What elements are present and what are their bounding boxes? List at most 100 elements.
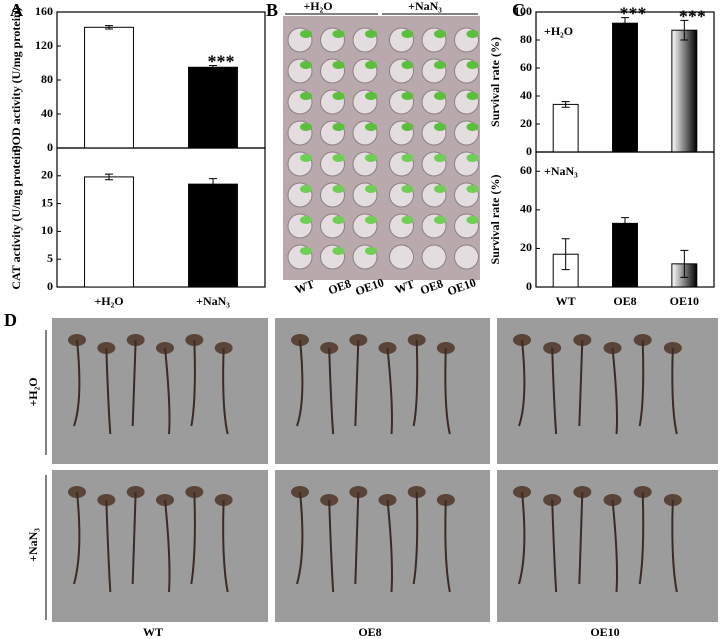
row-label: +NaN₃	[26, 528, 40, 562]
seedling-leaf	[365, 123, 377, 131]
stem	[611, 347, 618, 435]
seedling-leaf	[401, 216, 414, 224]
panel-condition: +NaN₃	[544, 164, 578, 178]
well	[389, 244, 414, 270]
bar	[188, 66, 238, 149]
seedling-leaf	[434, 61, 446, 69]
y-tick-label: 15	[41, 195, 53, 209]
seedling-leaf	[300, 185, 312, 193]
error-bar	[105, 25, 113, 30]
stem	[73, 491, 81, 585]
stem	[296, 491, 304, 585]
seedling-leaf	[466, 61, 479, 69]
y-tick-label: 100	[514, 4, 532, 18]
y-tick-label: 5	[47, 251, 53, 265]
stem	[578, 339, 584, 427]
error-bar	[680, 19, 689, 41]
stem	[444, 347, 451, 435]
y-tick-label: 20	[520, 116, 532, 130]
y-tick-label: 60	[520, 60, 532, 74]
row-label: +H₂O	[26, 377, 40, 406]
seedling-leaf	[401, 185, 414, 193]
seedling-photos	[52, 318, 718, 622]
bar	[612, 22, 638, 153]
photo	[497, 318, 718, 464]
seedling-leaf	[332, 92, 345, 100]
stem	[73, 339, 81, 427]
seedling-leaf	[300, 216, 312, 224]
stem	[611, 499, 618, 593]
stem	[354, 339, 360, 427]
bar	[552, 103, 579, 153]
stem	[551, 499, 558, 593]
stem	[671, 347, 678, 435]
stem	[164, 347, 171, 435]
seedling-leaf	[332, 123, 345, 131]
error-bar	[621, 217, 629, 230]
panel-label: A	[10, 0, 23, 20]
seedling-leaf	[466, 123, 479, 131]
panel-label: B	[266, 0, 278, 20]
error-bar	[621, 17, 629, 30]
y-tick-label: 0	[47, 140, 53, 154]
y-tick-label: 120	[35, 38, 53, 52]
y-tick-label: 160	[35, 4, 53, 18]
stem	[518, 491, 526, 585]
y-tick-label: 20	[41, 168, 53, 182]
stem	[386, 499, 393, 593]
seedling-leaf	[332, 61, 345, 69]
stem	[551, 347, 558, 435]
stem	[671, 499, 678, 593]
seedling-leaf	[401, 30, 414, 38]
stem	[296, 339, 304, 427]
stem	[190, 339, 196, 427]
seedling-leaf	[332, 247, 345, 255]
error-bar	[561, 238, 570, 271]
seedling-leaf	[401, 61, 414, 69]
bar	[84, 26, 134, 149]
bar	[612, 222, 638, 288]
seedling-leaf	[434, 185, 446, 193]
error-bar	[680, 249, 689, 278]
seedling-leaf	[401, 92, 414, 100]
seedling-leaf	[365, 216, 377, 224]
seedling-leaf	[332, 216, 345, 224]
seedling-leaf	[434, 154, 446, 162]
x-tick-label: OE8	[613, 294, 636, 308]
stem	[164, 499, 171, 593]
seedling-leaf	[365, 247, 377, 255]
line-label: WT	[293, 277, 317, 297]
stem	[328, 347, 335, 435]
stem	[638, 491, 645, 585]
seedling-leaf	[434, 123, 446, 131]
column-label: OE8	[358, 625, 381, 639]
stem	[638, 339, 645, 427]
y-tick-label: 80	[520, 32, 532, 46]
stem	[190, 491, 196, 585]
seedling-leaf	[300, 154, 312, 162]
y-tick-label: 10	[41, 223, 53, 237]
error-bar	[561, 101, 570, 108]
treatment-label: +H₂O	[303, 0, 332, 13]
y-axis-label: Survival rate (%)	[488, 37, 502, 127]
stem	[578, 491, 584, 585]
error-bar	[209, 65, 217, 70]
error-bar	[105, 173, 113, 181]
error-bar	[209, 178, 217, 191]
x-tick-label: OE10	[670, 294, 699, 308]
seedling-leaf	[300, 247, 312, 255]
plate-wells	[287, 27, 479, 270]
photo-plate	[283, 16, 480, 280]
stem	[105, 347, 112, 435]
stem	[518, 339, 526, 427]
seedling-leaf	[300, 61, 312, 69]
seedling-leaf	[300, 30, 312, 38]
well	[421, 244, 447, 270]
column-label: WT	[143, 625, 163, 639]
panel-label: C	[512, 0, 525, 20]
bar	[84, 176, 134, 288]
y-axis-label: POD activity (U/mg protein)	[9, 7, 23, 152]
well	[454, 244, 479, 270]
stem	[105, 499, 112, 593]
seedling-leaf	[434, 30, 446, 38]
